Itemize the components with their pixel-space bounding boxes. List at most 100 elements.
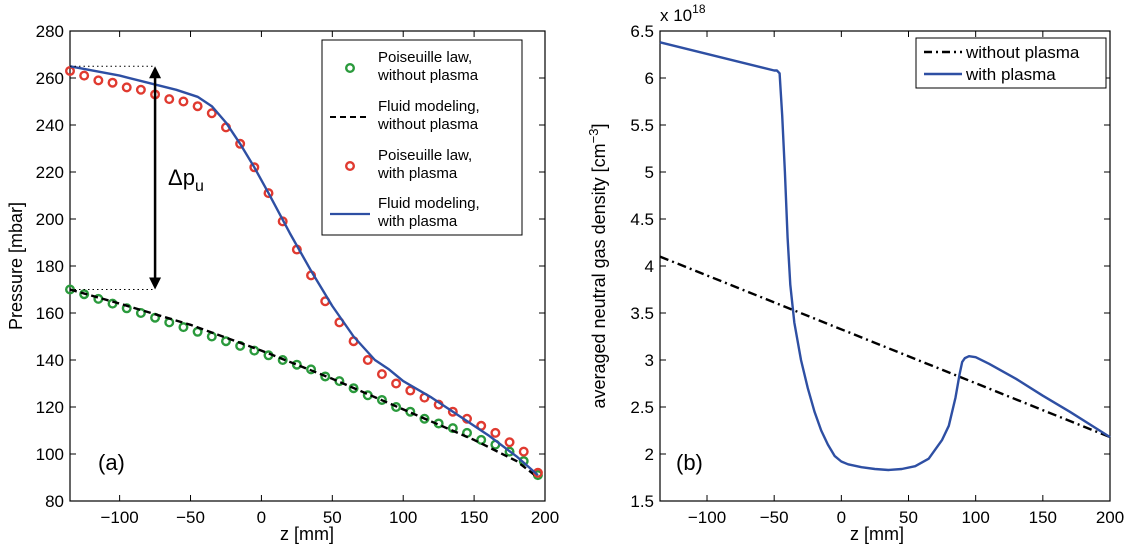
panel-a-point-poiseuille-law-with-plasma <box>135 84 146 95</box>
panel-b-ytick-label: 2 <box>645 445 654 464</box>
panel-a-ytick-label: 260 <box>36 69 64 88</box>
panel-a-point-poiseuille-law-with-plasma <box>192 101 203 112</box>
panel-a-point-poiseuille-law-without-plasma <box>306 364 317 375</box>
panel-b-xtick-label: 0 <box>837 508 846 527</box>
panel-a-ytick-label: 120 <box>36 398 64 417</box>
panel-a-point-poiseuille-law-without-plasma <box>376 394 387 405</box>
panel-a-xtick-label: 200 <box>531 508 559 527</box>
panel-a-point-poiseuille-law-with-plasma <box>164 94 175 105</box>
panel-b-ticks: −100 −50 0 50 100 150 200 1.5 2 2.5 3 3.5 4 4.5 5 5.5 6 6… <box>630 22 1124 527</box>
panel-a-xtick-label: −100 <box>100 508 138 527</box>
panel-a-xtick-label: 100 <box>389 508 417 527</box>
panel-a-legend: Poiseuille law, without plasma Fluid mod… <box>321 39 523 236</box>
panel-a-tag: (a) <box>98 450 125 475</box>
panel-a-ytick-label: 280 <box>36 22 64 41</box>
panel-a-point-poiseuille-law-without-plasma <box>79 289 90 300</box>
panel-a-xtick-label: 0 <box>257 508 266 527</box>
panel-b-ytick-label: 3.5 <box>630 304 654 323</box>
panel-a-point-poiseuille-law-without-plasma <box>504 446 515 457</box>
panel-a-series <box>64 65 543 481</box>
panel-a-point-poiseuille-law-with-plasma <box>121 82 132 93</box>
panel-a-point-poiseuille-law-without-plasma <box>277 355 288 366</box>
panel-a-point-poiseuille-law-with-plasma <box>235 138 246 149</box>
panel-a-point-poiseuille-law-without-plasma <box>291 359 302 370</box>
panel-b-xtick-label: 200 <box>1096 508 1124 527</box>
panel-b-xtick-label: −50 <box>760 508 789 527</box>
panel-b-line-with-plasma <box>659 41 1111 472</box>
legend-label-fluid-no-plasma-1: Fluid modeling, <box>378 98 480 115</box>
panel-b-xlabel: z [mm] <box>850 524 904 544</box>
panel-a-point-poiseuille-law-with-plasma <box>178 96 189 107</box>
panel-a-point-poiseuille-law-without-plasma <box>178 322 189 333</box>
legend-label-fluid-plasma-1: Fluid modeling, <box>378 195 480 212</box>
panel-b-exponent: x 1018 <box>660 2 706 25</box>
panel-a-point-poiseuille-law-with-plasma <box>504 437 515 448</box>
panel-a-point-poiseuille-law-without-plasma <box>476 434 487 445</box>
panel-b-ytick-label: 4 <box>645 257 654 276</box>
panel-b-ytick-label: 3 <box>645 351 654 370</box>
panel-b: −100 −50 0 50 100 150 200 1.5 2 2.5 3 3.5 4 4.5 5 5.5 6 6… <box>586 2 1124 544</box>
panel-a-annotation: Δpu <box>70 65 204 290</box>
panel-a-line-fluid-modeling-with-plasma <box>69 65 539 477</box>
panel-a-point-poiseuille-law-without-plasma <box>348 383 359 394</box>
panel-a-point-poiseuille-law-with-plasma <box>405 385 416 396</box>
panel-a-ytick-label: 240 <box>36 116 64 135</box>
panel-a-point-poiseuille-law-without-plasma <box>135 308 146 319</box>
panel-b-axes-box <box>659 30 1111 502</box>
panel-b-line-without-plasma <box>659 255 1111 439</box>
panel-a-point-poiseuille-law-with-plasma <box>447 406 458 417</box>
panel-a-xlabel: z [mm] <box>280 524 334 544</box>
panel-a-point-poiseuille-law-with-plasma <box>249 162 260 173</box>
panel-a-ytick-label: 160 <box>36 304 64 323</box>
delta-p-arrow-head-top <box>149 66 162 79</box>
panel-a-line-fluid-modeling-without-plasma <box>69 288 539 479</box>
panel-a-point-poiseuille-law-with-plasma <box>79 70 90 81</box>
panel-a-point-poiseuille-law-with-plasma <box>263 188 274 199</box>
panel-a-ytick-label: 80 <box>45 492 64 511</box>
legend-label-fluid-plasma-2: with plasma <box>377 213 458 230</box>
delta-p-label: Δpu <box>168 165 204 195</box>
legend-marker-poiseuille-plasma <box>345 160 356 171</box>
panel-b-legend-box <box>915 37 1107 89</box>
panel-a-xtick-label: 50 <box>323 508 342 527</box>
panel-b-xtick-label: 50 <box>899 508 918 527</box>
panel-a-point-poiseuille-law-with-plasma <box>93 75 104 86</box>
legend-label-poiseuille-no-plasma-1: Poiseuille law, <box>378 49 472 66</box>
panel-a-ytick-label: 140 <box>36 351 64 370</box>
panel-b-legend: without plasma with plasma <box>915 37 1107 89</box>
panel-a-ytick-label: 180 <box>36 257 64 276</box>
legend-label-poiseuille-plasma-1: Poiseuille law, <box>378 147 472 164</box>
panel-b-ylabel: averaged neutral gas density [cm−3] <box>586 124 609 409</box>
legend-label-without-plasma: without plasma <box>965 43 1080 62</box>
panel-a-point-poiseuille-law-with-plasma <box>391 378 402 389</box>
panel-a-ylabel: Pressure [mbar] <box>6 202 26 330</box>
panel-a: −100 −50 0 50 100 150 200 80 100 120 140 160 180 200 2… <box>6 22 559 544</box>
panel-a-point-poiseuille-law-with-plasma <box>376 369 387 380</box>
panel-a-ytick-label: 200 <box>36 210 64 229</box>
panel-a-point-poiseuille-law-without-plasma <box>391 402 402 413</box>
panel-b-ytick-label: 2.5 <box>630 398 654 417</box>
panel-a-point-poiseuille-law-without-plasma <box>320 371 331 382</box>
legend-label-fluid-no-plasma-2: without plasma <box>377 116 479 133</box>
panel-b-tag: (b) <box>676 450 703 475</box>
panel-a-point-poiseuille-law-with-plasma <box>206 108 217 119</box>
legend-marker-poiseuille-no-plasma <box>345 62 356 73</box>
panel-b-xtick-label: 100 <box>961 508 989 527</box>
panel-a-xtick-label: −50 <box>176 508 205 527</box>
panel-a-point-poiseuille-law-with-plasma <box>518 446 529 457</box>
panel-b-ytick-label: 5.5 <box>630 116 654 135</box>
panel-b-xtick-label: −100 <box>688 508 726 527</box>
panel-b-series <box>659 41 1111 472</box>
panel-a-ytick-label: 220 <box>36 163 64 182</box>
legend-label-with-plasma: with plasma <box>965 65 1056 84</box>
panel-a-point-poiseuille-law-with-plasma <box>490 427 501 438</box>
legend-label-poiseuille-plasma-2: with plasma <box>377 165 458 182</box>
panel-a-ticks: −100 −50 0 50 100 150 200 80 100 120 140 160 180 200 2… <box>36 22 560 527</box>
panel-a-point-poiseuille-law-with-plasma <box>107 77 118 88</box>
panel-a-point-poiseuille-law-without-plasma <box>419 413 430 424</box>
panel-b-ytick-label: 5 <box>645 163 654 182</box>
panel-b-ytick-label: 6 <box>645 69 654 88</box>
panel-a-point-poiseuille-law-with-plasma <box>362 355 373 366</box>
panel-b-ytick-label: 4.5 <box>630 210 654 229</box>
